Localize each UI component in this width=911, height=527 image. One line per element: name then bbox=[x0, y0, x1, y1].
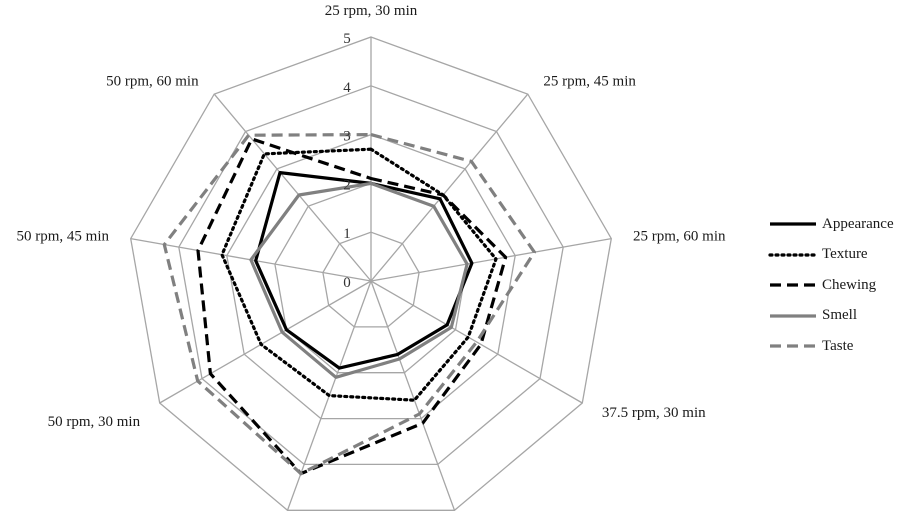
grid-spoke bbox=[213, 93, 372, 282]
category-label: 25 rpm, 45 min bbox=[543, 73, 636, 89]
grid-spoke bbox=[370, 280, 456, 511]
grid-spoke bbox=[159, 280, 372, 404]
grid-ring-3 bbox=[226, 133, 516, 420]
category-labels: 25 rpm, 30 min 25 rpm, 45 min 25 rpm, 60 m… bbox=[17, 3, 726, 430]
category-label: 25 rpm, 30 min bbox=[325, 3, 418, 19]
legend-item-taste: Taste bbox=[768, 331, 908, 362]
tick-label: 5 bbox=[343, 31, 351, 47]
tick-label: 4 bbox=[343, 80, 351, 96]
series-line-taste bbox=[162, 133, 537, 476]
tick-label: 0 bbox=[343, 275, 351, 291]
radar-series bbox=[162, 133, 537, 476]
grid-spoke bbox=[370, 280, 583, 404]
legend-item-appearance: Appearance bbox=[768, 209, 908, 240]
grid-spoke bbox=[370, 237, 612, 282]
tick-label: 2 bbox=[343, 177, 351, 193]
category-label: 50 rpm, 30 min bbox=[48, 414, 141, 430]
legend-swatch bbox=[770, 344, 816, 348]
legend-swatch bbox=[770, 283, 816, 287]
series-line-chewing bbox=[196, 137, 508, 476]
grid-ring-4 bbox=[178, 85, 564, 466]
tick-label: 3 bbox=[343, 129, 351, 145]
category-label: 25 rpm, 60 min bbox=[633, 229, 726, 245]
legend-label: Chewing bbox=[822, 276, 877, 293]
legend-label: Smell bbox=[822, 307, 858, 324]
category-label: 50 rpm, 60 min bbox=[106, 73, 199, 89]
grid-spoke bbox=[370, 93, 529, 282]
legend-label: Taste bbox=[822, 337, 854, 354]
series-line-texture bbox=[220, 147, 498, 402]
series-line-appearance bbox=[254, 171, 474, 370]
legend-item-chewing: Chewing bbox=[768, 270, 908, 301]
legend-item-texture: Texture bbox=[768, 240, 908, 271]
category-label: 50 rpm, 45 min bbox=[17, 229, 110, 245]
radial-tick-labels: 0 1 2 3 4 5 bbox=[343, 31, 351, 291]
legend-swatch bbox=[770, 314, 816, 318]
grid-ring-1 bbox=[322, 231, 420, 328]
series-line-smell bbox=[249, 181, 469, 379]
tick-label: 1 bbox=[343, 226, 351, 242]
legend-label: Appearance bbox=[822, 215, 894, 232]
legend-label: Texture bbox=[822, 246, 868, 263]
grid-ring-5 bbox=[130, 36, 612, 511]
legend: Appearance Texture Chewing Smell Taste bbox=[768, 209, 908, 362]
legend-swatch bbox=[768, 253, 818, 257]
legend-swatch bbox=[770, 222, 816, 226]
category-label: 37.5 rpm, 30 min bbox=[602, 405, 706, 421]
legend-item-smell: Smell bbox=[768, 301, 908, 332]
